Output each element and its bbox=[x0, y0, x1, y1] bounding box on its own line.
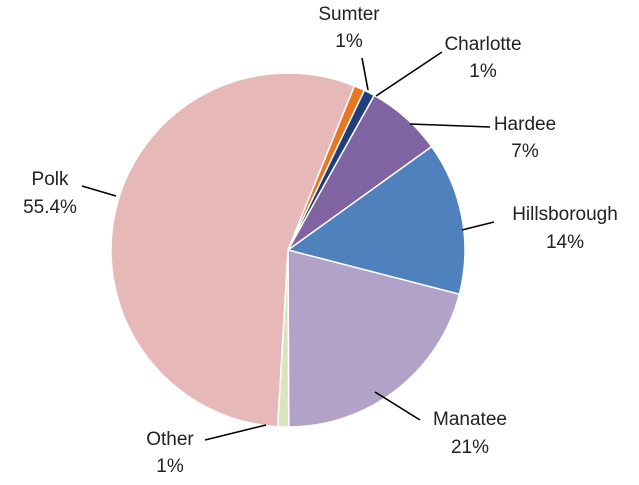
pie-slice bbox=[286, 145, 466, 296]
leader-line bbox=[81, 185, 117, 197]
slice-value-label: 7% bbox=[511, 141, 539, 162]
slice-label: Other bbox=[146, 429, 194, 450]
slice-label: Hillsborough bbox=[512, 204, 618, 225]
slice-label: Manatee bbox=[433, 409, 507, 430]
leader-line bbox=[375, 51, 443, 97]
leader-line bbox=[374, 391, 421, 421]
slice-value-label: 1% bbox=[335, 31, 363, 52]
slice-value-label: 21% bbox=[451, 437, 489, 458]
slice-value-label: 55.4% bbox=[23, 197, 77, 218]
leader-line bbox=[361, 57, 369, 91]
pie-slice bbox=[110, 72, 356, 428]
leader-line bbox=[409, 123, 491, 128]
leader-line bbox=[204, 424, 267, 441]
slice-label: Charlotte bbox=[444, 34, 521, 55]
slice-value-label: 1% bbox=[469, 61, 497, 82]
pie-slice bbox=[287, 249, 461, 428]
slice-value-label: 1% bbox=[156, 456, 184, 477]
slice-value-label: 14% bbox=[546, 232, 584, 253]
slice-label: Hardee bbox=[494, 114, 556, 135]
leader-line bbox=[461, 221, 495, 231]
slice-label: Polk bbox=[32, 169, 69, 190]
slice-label: Sumter bbox=[318, 4, 380, 25]
